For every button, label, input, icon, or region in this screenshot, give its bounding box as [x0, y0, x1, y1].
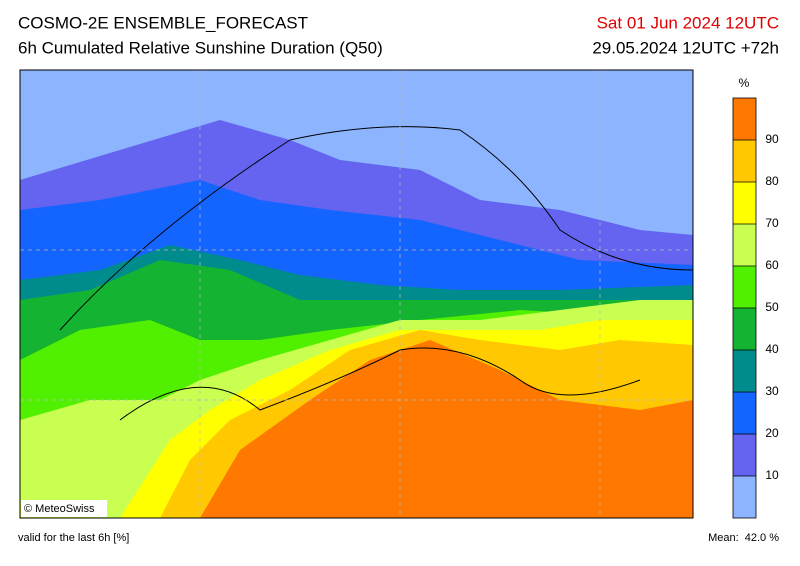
- colorbar-band: [733, 266, 756, 308]
- valid-time: Sat 01 Jun 2024 12UTC: [597, 13, 779, 32]
- colorbar-band: [733, 392, 756, 434]
- subtitle: 6h Cumulated Relative Sunshine Duration …: [18, 38, 383, 57]
- colorbar-tick-label: 20: [765, 426, 779, 440]
- colorbar-unit: %: [739, 76, 750, 90]
- colorbar-tick-label: 50: [765, 300, 779, 314]
- colorbar-tick-label: 70: [765, 216, 779, 230]
- colorbar-tick-label: 80: [765, 174, 779, 188]
- run-time: 29.05.2024 12UTC +72h: [592, 38, 779, 57]
- credit: © MeteoSwiss: [24, 503, 95, 515]
- colorbar-band: [733, 350, 756, 392]
- colorbar-tick-label: 90: [765, 132, 779, 146]
- colorbar-band: [733, 224, 756, 266]
- colorbar-band: [733, 98, 756, 140]
- map: © MeteoSwiss: [19, 69, 694, 519]
- colorbar-band: [733, 476, 756, 518]
- title: COSMO-2E ENSEMBLE_FORECAST: [18, 13, 308, 32]
- colorbar-tick-label: 10: [765, 468, 779, 482]
- validity-note: valid for the last 6h [%]: [18, 532, 129, 544]
- colorbar-tick-label: 40: [765, 342, 779, 356]
- colorbar-band: [733, 434, 756, 476]
- colorbar-band: [733, 140, 756, 182]
- colorbar-tick-label: 60: [765, 258, 779, 272]
- mean-value: Mean: 42.0 %: [708, 532, 779, 544]
- colorbar-tick-label: 30: [765, 384, 779, 398]
- colorbar-band: [733, 308, 756, 350]
- colorbar: % 10 20 30 40 50 60 70 80 90: [732, 76, 779, 519]
- colorbar-band: [733, 182, 756, 224]
